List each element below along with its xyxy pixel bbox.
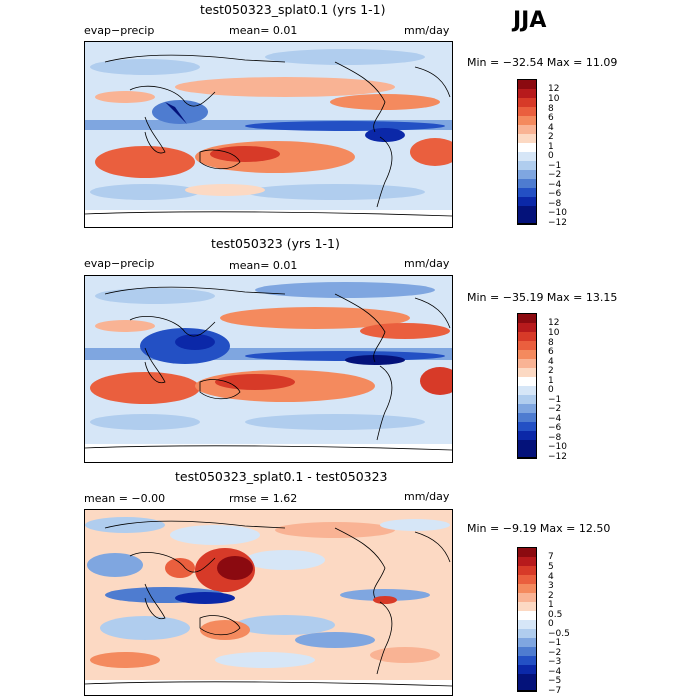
colorbar-tick-label: 1 xyxy=(548,142,554,152)
panel-3-title: test050323_splat0.1 - test050323 xyxy=(175,469,388,484)
colorbar-tick-label: 2 xyxy=(548,366,554,376)
panel-1-colorbar-swatch xyxy=(518,206,536,224)
colorbar-tick-label: 1 xyxy=(548,376,554,386)
panel-3-colorbar xyxy=(517,547,537,692)
colorbar-tick-label: 0 xyxy=(548,385,554,395)
season-label: JJA xyxy=(513,8,547,33)
colorbar-tick-label: 0 xyxy=(548,619,554,629)
colorbar-tick-label: −1 xyxy=(548,395,562,405)
panel-3-colorbar-swatch xyxy=(518,674,536,691)
colorbar-tick-label: −7 xyxy=(548,686,562,696)
colorbar-tick-label: 4 xyxy=(548,572,554,582)
panel-2-field xyxy=(85,276,452,462)
colorbar-tick-label: 2 xyxy=(548,132,554,142)
panel-3-units: mm/day xyxy=(404,490,450,503)
colorbar-tick-label: 0 xyxy=(548,151,554,161)
panel-2-mean-label: mean= 0.01 xyxy=(229,259,298,272)
panel-2-units: mm/day xyxy=(404,257,450,270)
colorbar-tick-label: 6 xyxy=(548,347,554,357)
colorbar-tick-label: 4 xyxy=(548,357,554,367)
colorbar-tick-label: 12 xyxy=(548,318,560,328)
colorbar-tick-label: 12 xyxy=(548,84,560,94)
colorbar-tick-label: −4 xyxy=(548,414,562,424)
colorbar-tick-label: −8 xyxy=(548,433,562,443)
colorbar-tick-label: −2 xyxy=(548,648,562,658)
colorbar-tick-label: −10 xyxy=(548,208,567,218)
panel-1-mean-label: mean= 0.01 xyxy=(229,24,298,37)
panel-3-stats: Min = −9.19 Max = 12.50 xyxy=(467,522,611,535)
colorbar-tick-label: −2 xyxy=(548,404,562,414)
panel-2-colorbar xyxy=(517,313,537,459)
colorbar-tick-label: −12 xyxy=(548,452,567,462)
colorbar-tick-label: 8 xyxy=(548,104,554,114)
colorbar-tick-label: 7 xyxy=(548,552,554,562)
panel-3-field xyxy=(85,510,452,695)
colorbar-tick-label: 8 xyxy=(548,338,554,348)
panel-3-mean-label: mean = −0.00 xyxy=(84,492,166,505)
colorbar-tick-label: −1 xyxy=(548,161,562,171)
panel-1-map xyxy=(84,41,453,228)
colorbar-tick-label: 5 xyxy=(548,562,554,572)
panel-2-colorbar-swatch xyxy=(518,440,536,458)
colorbar-tick-label: −8 xyxy=(548,199,562,209)
colorbar-tick-label: −4 xyxy=(548,180,562,190)
colorbar-tick-label: 10 xyxy=(548,328,560,338)
colorbar-tick-label: −12 xyxy=(548,218,567,228)
colorbar-tick-label: −4 xyxy=(548,667,562,677)
panel-1-stats: Min = −32.54 Max = 11.09 xyxy=(467,56,618,69)
panel-2-map xyxy=(84,275,453,463)
panel-2-title: test050323 (yrs 1-1) xyxy=(211,236,340,251)
panel-3-rmse-label: rmse = 1.62 xyxy=(229,492,298,505)
panel-1-variable-label: evap−precip xyxy=(84,24,155,37)
colorbar-tick-label: −2 xyxy=(548,170,562,180)
colorbar-tick-label: 2 xyxy=(548,591,554,601)
panel-1-field xyxy=(85,42,452,227)
panel-2-stats: Min = −35.19 Max = 13.15 xyxy=(467,291,618,304)
colorbar-tick-label: −6 xyxy=(548,189,562,199)
panel-1-colorbar xyxy=(517,79,537,225)
colorbar-tick-label: 3 xyxy=(548,581,554,591)
panel-1-units: mm/day xyxy=(404,24,450,37)
colorbar-tick-label: −1 xyxy=(548,638,562,648)
colorbar-tick-label: −5 xyxy=(548,676,562,686)
colorbar-tick-label: −6 xyxy=(548,423,562,433)
panel-3-map xyxy=(84,509,453,696)
panel-1-title: test050323_splat0.1 (yrs 1-1) xyxy=(200,2,386,17)
colorbar-tick-label: 0.5 xyxy=(548,610,563,620)
colorbar-tick-label: −0.5 xyxy=(548,629,570,639)
panel-2-variable-label: evap−precip xyxy=(84,257,155,270)
colorbar-tick-label: 1 xyxy=(548,600,554,610)
colorbar-tick-label: 4 xyxy=(548,123,554,133)
colorbar-tick-label: −3 xyxy=(548,657,562,667)
colorbar-tick-label: −10 xyxy=(548,442,567,452)
colorbar-tick-label: 6 xyxy=(548,113,554,123)
colorbar-tick-label: 10 xyxy=(548,94,560,104)
